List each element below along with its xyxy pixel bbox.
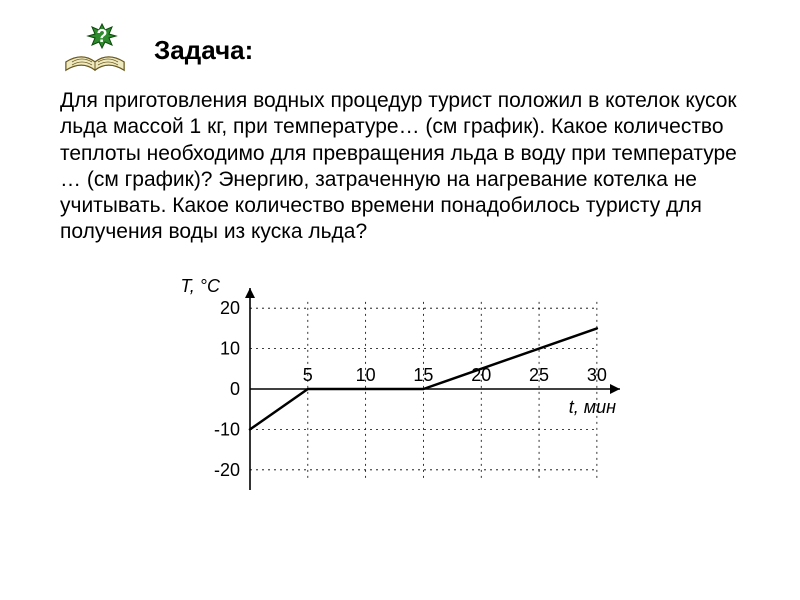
- svg-text:-20: -20: [214, 459, 240, 479]
- slide: ? Задача: Для приготовления водных проце…: [0, 0, 800, 600]
- svg-text:?: ?: [97, 26, 108, 46]
- svg-text:T, °C: T, °C: [180, 276, 221, 296]
- svg-text:-10: -10: [214, 419, 240, 439]
- temperature-chart: -20-100102051015202530T, °Ct, мин: [180, 260, 650, 525]
- header: ? Задача:: [60, 20, 740, 80]
- svg-text:10: 10: [220, 338, 240, 358]
- problem-text: Для приготовления водных процедур турист…: [60, 88, 740, 246]
- svg-text:30: 30: [587, 365, 607, 385]
- chart-svg: -20-100102051015202530T, °Ct, мин: [180, 260, 650, 520]
- svg-text:t, мин: t, мин: [569, 397, 616, 417]
- title: Задача:: [154, 35, 253, 66]
- svg-text:10: 10: [356, 365, 376, 385]
- svg-text:5: 5: [303, 365, 313, 385]
- svg-text:25: 25: [529, 365, 549, 385]
- svg-text:20: 20: [220, 298, 240, 318]
- svg-text:0: 0: [230, 379, 240, 399]
- svg-text:15: 15: [413, 365, 433, 385]
- question-book-icon: ?: [60, 20, 130, 80]
